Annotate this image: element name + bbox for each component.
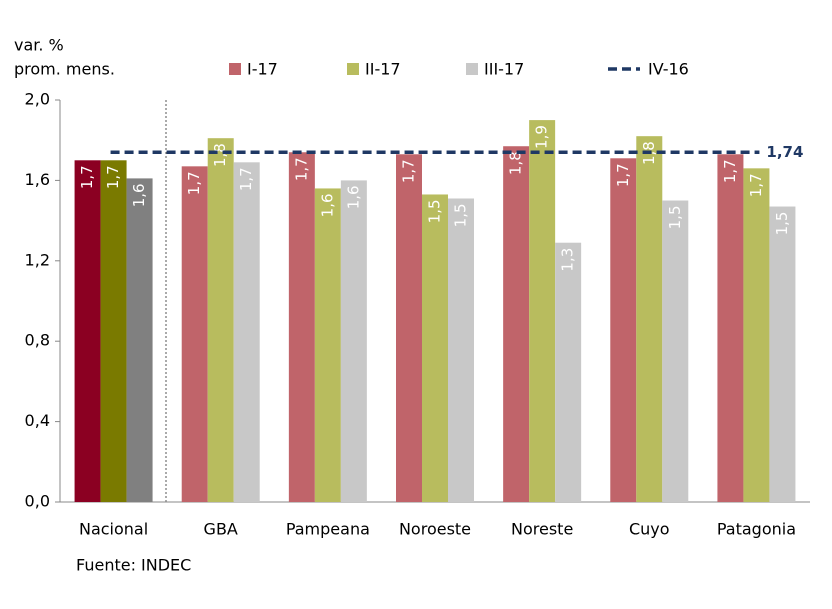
value-label: 1,3 [559, 248, 577, 272]
value-label: 1,7 [721, 159, 739, 183]
bar [288, 152, 315, 502]
legend-swatch [229, 63, 241, 75]
bar [555, 242, 582, 502]
legend-label: IV-16 [648, 60, 689, 79]
bar [396, 154, 422, 502]
x-tick-label: Noreste [511, 520, 573, 539]
bar [717, 154, 744, 502]
bar [743, 168, 770, 502]
legend-label: III-17 [484, 60, 524, 79]
value-label: 1,5 [666, 206, 684, 230]
y-axis-label: prom. mens. [14, 60, 115, 79]
x-tick-label: GBA [204, 520, 238, 539]
x-tick-label: Noroeste [399, 520, 471, 539]
bar [207, 138, 234, 502]
bar [529, 120, 556, 502]
value-label: 1,5 [426, 199, 444, 223]
value-label: 1,7 [614, 163, 632, 187]
value-label: 1,6 [344, 185, 362, 209]
bar [610, 158, 637, 503]
x-tick-label: Patagonia [717, 520, 796, 539]
y-tick-label: 0,8 [25, 331, 50, 350]
bar [181, 166, 208, 502]
legend-label: II-17 [365, 60, 401, 79]
legend-swatch [466, 63, 478, 75]
value-label: 1,7 [747, 173, 765, 197]
y-tick-label: 1,6 [25, 170, 50, 189]
x-tick-label: Cuyo [629, 520, 670, 539]
value-label: 1,7 [78, 165, 96, 189]
reference-label: 1,74 [766, 143, 803, 161]
y-tick-label: 2,0 [25, 90, 50, 109]
bar [769, 206, 796, 502]
legend-label: I-17 [247, 60, 278, 79]
y-tick-label: 0,0 [25, 492, 50, 511]
value-label: 1,7 [237, 167, 255, 191]
bar [126, 178, 153, 502]
legend-swatch [347, 63, 359, 75]
bar [314, 188, 341, 502]
bar [503, 146, 530, 503]
y-tick-label: 1,2 [25, 250, 50, 269]
y-axis-label: var. % [14, 36, 64, 55]
x-tick-label: Nacional [79, 520, 148, 539]
value-label: 1,5 [452, 203, 470, 227]
value-label: 1,8 [211, 143, 229, 167]
bar [636, 136, 663, 502]
value-label: 1,7 [185, 171, 203, 195]
bar [233, 162, 260, 502]
y-tick-label: 0,4 [25, 411, 50, 430]
bar [662, 200, 689, 502]
bar [74, 160, 101, 503]
value-label: 1,7 [104, 165, 122, 189]
value-label: 1,7 [292, 157, 310, 181]
source: Fuente: INDEC [76, 556, 191, 575]
value-label: 1,6 [318, 193, 336, 217]
value-label: 1,6 [130, 183, 148, 207]
value-label: 1,8 [507, 151, 525, 175]
value-label: 1,9 [533, 125, 551, 149]
bar [422, 194, 448, 502]
bar [100, 160, 127, 503]
bar [340, 180, 367, 502]
x-tick-label: Pampeana [286, 520, 370, 539]
value-label: 1,5 [773, 212, 791, 236]
value-label: 1,7 [400, 159, 418, 183]
bar [448, 198, 474, 503]
